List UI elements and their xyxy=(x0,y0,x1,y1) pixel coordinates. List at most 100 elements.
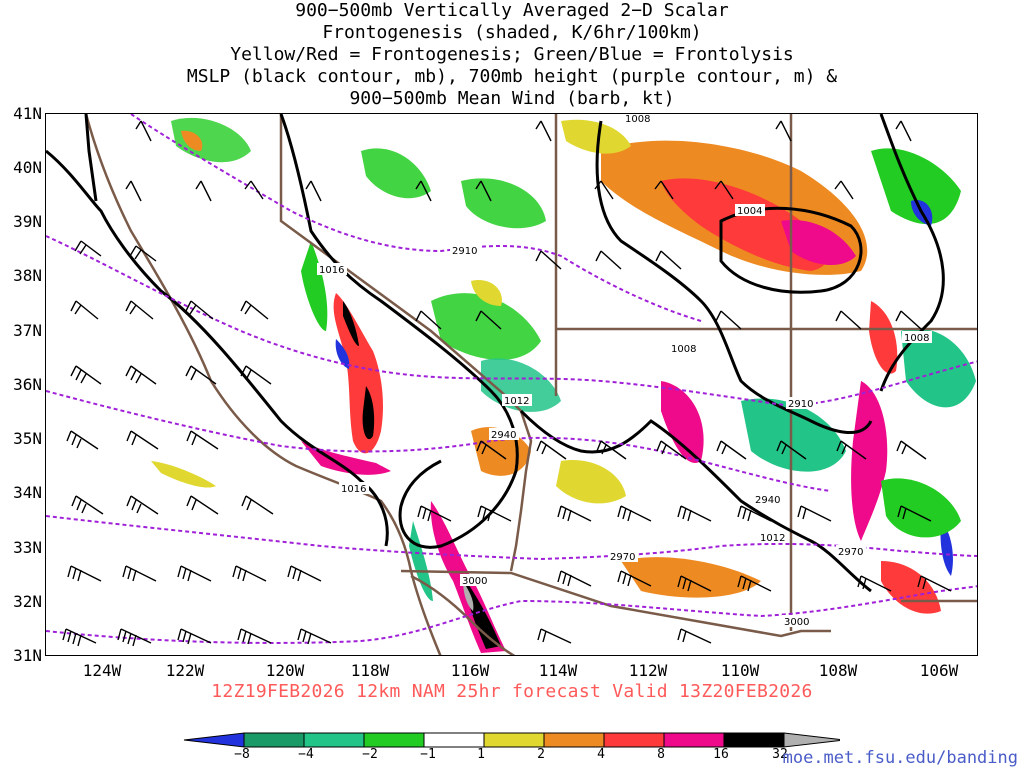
mslp-label: 1008 xyxy=(904,333,929,344)
mslp-1016-west xyxy=(46,149,389,547)
height-3000 xyxy=(46,585,977,644)
fg-red-ne xyxy=(661,178,828,271)
mslp-1016-coast xyxy=(84,114,98,202)
fg-blue-patch-west xyxy=(335,339,350,369)
colorbar-cell xyxy=(183,732,245,748)
title-line-2: Frontogenesis (shaded, K/6hr/100km) xyxy=(322,22,702,43)
height-label: 3000 xyxy=(784,617,809,628)
lat-label-34n: 34N xyxy=(13,483,42,502)
border-baja xyxy=(410,574,516,655)
fg-orange-north xyxy=(181,130,203,151)
wind-barb xyxy=(896,440,927,460)
wind-barb xyxy=(177,628,212,645)
wind-barb xyxy=(74,240,102,257)
lon-label-116w: 116W xyxy=(450,661,490,680)
lat-label-36n: 36N xyxy=(13,375,42,394)
fg-yellow-ne xyxy=(561,119,631,154)
fg-band-magenta-mid xyxy=(301,441,391,475)
fg-magenta-east xyxy=(851,381,888,541)
lat-label-35n: 35N xyxy=(13,429,42,448)
wind-barb xyxy=(237,628,272,645)
wind-barb xyxy=(126,430,159,450)
colorbar-cell xyxy=(543,732,605,748)
title-line-3: Yellow/Red = Frontogenesis; Green/Blue =… xyxy=(230,44,794,65)
wind-barb xyxy=(67,565,102,582)
colorbar-label: −1 xyxy=(420,747,436,762)
map-canvas: 1016 1016 1012 1012 1008 1008 1008 1004 … xyxy=(46,114,977,655)
colorbar-label: 1 xyxy=(477,747,485,762)
wind-barb xyxy=(857,575,892,592)
fg-magenta-ne xyxy=(781,220,856,266)
fg-red-east xyxy=(869,301,898,374)
wind-barb xyxy=(232,565,267,582)
lat-label-33n: 33N xyxy=(13,538,42,557)
fg-band-black-north xyxy=(343,301,359,346)
wind-barb xyxy=(617,570,652,587)
wind-barb xyxy=(776,440,807,460)
website-credit[interactable]: moe.met.fsu.edu/banding xyxy=(782,748,1018,768)
lon-label-120w: 120W xyxy=(265,661,305,680)
wind-barb xyxy=(677,628,712,644)
wind-barb xyxy=(297,628,332,645)
wind-barb xyxy=(476,440,507,460)
lon-label-114w: 114W xyxy=(538,661,578,680)
wind-barb xyxy=(775,120,792,142)
colorbar-cells xyxy=(183,732,840,748)
wind-barb xyxy=(654,180,674,200)
fg-red-se xyxy=(881,561,941,614)
border-us-mex xyxy=(400,569,831,638)
wind-barb xyxy=(305,180,322,202)
fg-green-se xyxy=(881,478,961,538)
wind-barb xyxy=(129,245,157,262)
lon-label-108w: 108W xyxy=(818,661,858,680)
mslp-label: 1008 xyxy=(671,344,696,355)
wind-barb xyxy=(737,505,772,522)
wind-barb xyxy=(834,180,854,200)
wind-barb xyxy=(536,440,567,460)
wind-barb xyxy=(177,565,212,582)
colorbar-cell xyxy=(783,732,840,748)
lat-label-37n: 37N xyxy=(13,321,42,340)
wind-barb xyxy=(656,440,687,460)
wind-barb xyxy=(595,250,622,270)
wind-barb xyxy=(417,505,452,522)
colorbar-cell xyxy=(303,732,365,748)
wind-barb xyxy=(617,505,652,522)
colorbar-cell xyxy=(663,732,725,748)
colorbar-cell xyxy=(603,732,665,748)
wind-barb xyxy=(737,575,772,592)
lat-label-41n: 41N xyxy=(13,104,42,123)
mslp-label: 1004 xyxy=(737,206,762,217)
wind-barb xyxy=(917,575,952,592)
lon-label-124w: 124W xyxy=(82,661,122,680)
colorbar-label: 8 xyxy=(657,747,665,762)
colorbar-cell xyxy=(723,732,785,748)
wind-barb xyxy=(537,628,572,644)
height-label: 2940 xyxy=(755,495,780,506)
mslp-label: 1008 xyxy=(625,114,650,125)
lon-label-106w: 106W xyxy=(919,661,959,680)
fg-yellow-central xyxy=(556,460,626,504)
fg-band-black-south xyxy=(463,576,501,649)
title-line-1: 900−500mb Vertically Averaged 2−D Scalar xyxy=(295,0,729,21)
mslp-1008-ne xyxy=(595,120,873,435)
wind-barb xyxy=(557,505,592,522)
wind-barb xyxy=(70,365,102,385)
lon-label-122w: 122W xyxy=(165,661,205,680)
wind-barb xyxy=(835,310,862,330)
fg-green-east-2 xyxy=(901,328,976,408)
frontogenesis-shading xyxy=(151,117,976,653)
plot-title: 900−500mb Vertically Averaged 2−D Scalar… xyxy=(0,0,1024,110)
wind-barb xyxy=(186,495,219,515)
height-label: 2910 xyxy=(452,246,477,257)
colorbar xyxy=(183,732,840,748)
mslp-label: 1012 xyxy=(504,396,529,407)
wind-barb xyxy=(895,310,922,330)
mslp-label: 1016 xyxy=(319,265,344,276)
wind-barbs xyxy=(62,120,952,647)
fg-orange-se xyxy=(621,557,761,598)
wind-barb xyxy=(895,120,912,142)
mslp-1008-east xyxy=(879,114,945,392)
fg-band-gray-south xyxy=(463,581,474,611)
colorbar-label: 2 xyxy=(537,747,545,762)
